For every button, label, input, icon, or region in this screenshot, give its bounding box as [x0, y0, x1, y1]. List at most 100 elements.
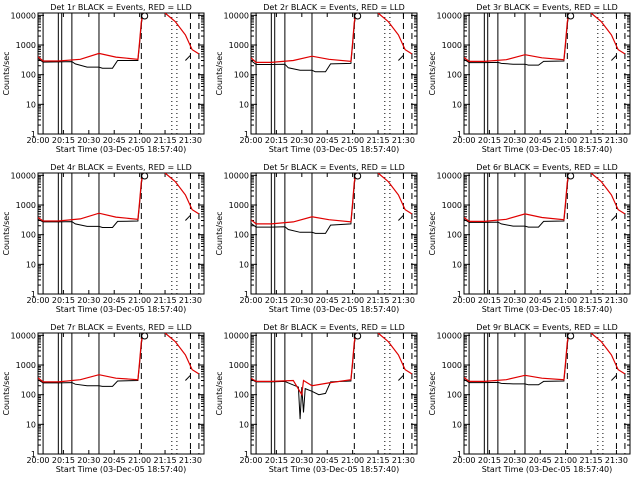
lld-series-line — [464, 333, 570, 382]
y-tick-label: 1000 — [442, 201, 462, 210]
x-tick-label: 21:00 — [554, 296, 577, 305]
y-tick-label: 1 — [31, 450, 36, 459]
x-tick-label: 21:00 — [341, 296, 364, 305]
x-tick-label: 21:00 — [554, 456, 577, 465]
y-tick-label: 1 — [457, 130, 462, 139]
y-tick-label: 10 — [452, 260, 462, 269]
y-tick-label: 100 — [234, 71, 249, 80]
x-axis-label: Start Time (03-Dec-05 18:57:40) — [482, 305, 613, 314]
lld-series-line — [251, 13, 357, 64]
y-tick-label: 10 — [239, 260, 249, 269]
lld-series-line — [164, 333, 200, 375]
y-axis-label: Counts/sec — [2, 211, 11, 255]
events-series-line — [611, 54, 617, 61]
lld-series-line — [164, 173, 200, 215]
lld-series-line — [251, 173, 357, 225]
x-tick-label: 20:45 — [316, 296, 339, 305]
plot-frame — [37, 332, 205, 455]
y-tick-label: 100 — [447, 71, 462, 80]
x-tick-label: 20:00 — [452, 296, 475, 305]
x-tick-label: 21:15 — [154, 296, 177, 305]
x-tick-label: 21:00 — [128, 456, 151, 465]
x-tick-label: 20:30 — [503, 136, 526, 145]
x-tick-label: 20:00 — [452, 136, 475, 145]
lld-series-line — [464, 173, 570, 222]
x-tick-label: 20:15 — [478, 136, 501, 145]
events-series-line — [398, 374, 404, 381]
y-axis-label: Counts/sec — [428, 211, 437, 255]
lld-series-line — [251, 333, 357, 397]
y-tick-label: 100 — [21, 391, 36, 400]
y-tick-label: 10 — [452, 420, 462, 429]
chart-title: Det 5r BLACK = Events, RED = LLD — [263, 163, 405, 172]
circle-marker — [354, 172, 362, 180]
circle-marker — [567, 332, 575, 340]
y-axis-label: Counts/sec — [428, 371, 437, 415]
lld-series-line — [464, 13, 570, 63]
x-axis-label: Start Time (03-Dec-05 18:57:40) — [56, 305, 187, 314]
plot-area — [464, 333, 626, 454]
y-axis-label: Counts/sec — [2, 51, 11, 95]
x-tick-label: 21:00 — [128, 296, 151, 305]
x-tick-label: 21:00 — [341, 136, 364, 145]
x-tick-label: 20:30 — [77, 456, 100, 465]
events-series-line — [185, 54, 191, 61]
x-tick-label: 20:15 — [52, 296, 75, 305]
x-tick-label: 20:00 — [26, 136, 49, 145]
x-tick-label: 20:15 — [52, 136, 75, 145]
x-tick-label: 21:15 — [154, 136, 177, 145]
x-tick-label: 21:15 — [580, 136, 603, 145]
lld-series-line — [590, 333, 626, 375]
plot-area — [38, 173, 200, 294]
y-tick-label: 1000 — [229, 201, 249, 210]
x-axis-label: Start Time (03-Dec-05 18:57:40) — [269, 305, 400, 314]
events-series-line — [398, 54, 404, 61]
x-tick-label: 21:30 — [605, 456, 628, 465]
plot-area — [251, 333, 413, 454]
x-tick-label: 21:30 — [179, 296, 202, 305]
y-tick-label: 10000 — [11, 11, 36, 20]
chart-title: Det 4r BLACK = Events, RED = LLD — [50, 163, 192, 172]
x-tick-label: 20:30 — [503, 296, 526, 305]
y-tick-label: 100 — [21, 71, 36, 80]
x-tick-label: 20:45 — [529, 136, 552, 145]
x-tick-label: 21:15 — [367, 456, 390, 465]
lld-series-line — [38, 333, 144, 383]
x-tick-label: 21:15 — [367, 296, 390, 305]
events-series-line — [611, 214, 617, 221]
lld-series-line — [38, 173, 144, 222]
y-axis-label: Counts/sec — [428, 51, 437, 95]
plot-area — [464, 13, 626, 134]
x-tick-label: 20:45 — [103, 296, 126, 305]
y-tick-label: 1000 — [16, 41, 36, 50]
x-tick-label: 21:15 — [367, 136, 390, 145]
x-tick-label: 21:00 — [554, 136, 577, 145]
plot-frame — [250, 172, 418, 295]
circle-marker — [354, 332, 362, 340]
y-tick-label: 100 — [234, 391, 249, 400]
events-series-line — [398, 214, 404, 221]
x-tick-label: 20:30 — [290, 136, 313, 145]
plot-frame — [37, 172, 205, 295]
x-tick-label: 20:00 — [239, 296, 262, 305]
x-tick-label: 20:00 — [452, 456, 475, 465]
plot-frame — [463, 332, 631, 455]
chart-title: Det 9r BLACK = Events, RED = LLD — [476, 323, 618, 332]
x-tick-label: 20:45 — [529, 456, 552, 465]
x-tick-label: 20:00 — [26, 296, 49, 305]
plot-area — [251, 173, 413, 294]
y-tick-label: 10000 — [224, 11, 249, 20]
plot-frame — [250, 332, 418, 455]
plot-area — [38, 333, 200, 454]
x-tick-label: 21:30 — [605, 136, 628, 145]
x-tick-label: 20:15 — [52, 456, 75, 465]
x-tick-label: 20:30 — [290, 456, 313, 465]
circle-marker — [354, 12, 362, 20]
y-tick-label: 10 — [26, 260, 36, 269]
circle-marker — [141, 172, 149, 180]
